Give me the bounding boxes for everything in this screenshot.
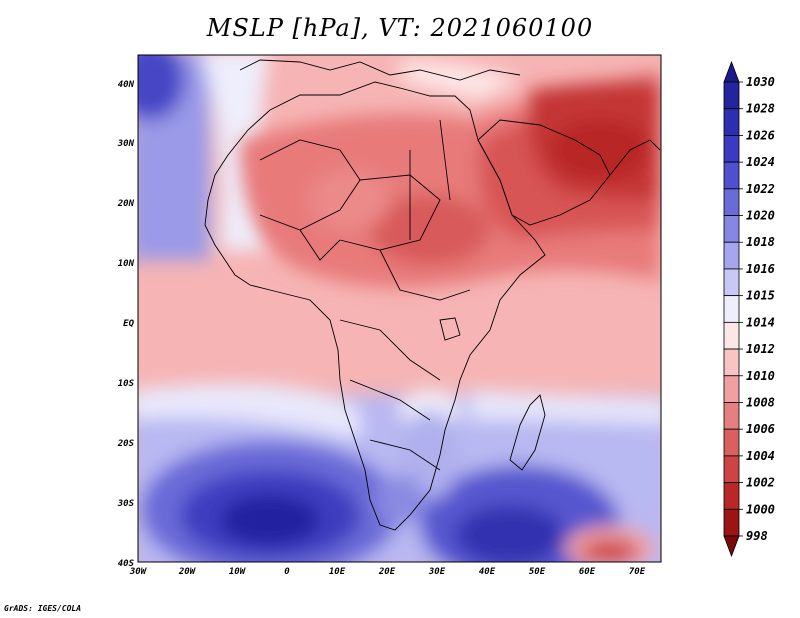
- lon-tick-label: 0: [284, 567, 290, 577]
- lon-tick-label: 30E: [428, 567, 446, 577]
- lat-tick-label: 10N: [118, 259, 135, 269]
- lon-axis: 30W 20W 10W 0 10E 20E 30E 40E 50E 60E 70…: [129, 567, 646, 577]
- colorbar-label: 1030: [746, 75, 775, 89]
- lat-tick-label: 40S: [118, 559, 135, 569]
- colorbar-bin: [723, 135, 740, 163]
- lon-tick-label: 30W: [129, 567, 148, 577]
- colorbar-bin: [723, 375, 740, 403]
- colorbar-bin: [723, 295, 740, 323]
- colorbar-bin: [723, 482, 740, 510]
- credit-text: GrADS: IGES/COLA: [4, 604, 82, 613]
- india-coastline: [609, 139, 661, 176]
- europe-coastline: [239, 59, 521, 81]
- colorbar-label: 1018: [746, 235, 775, 249]
- colorbar-bin: [723, 241, 740, 270]
- colorbar-label: 1022: [746, 182, 775, 196]
- lat-tick-label: 30N: [117, 139, 135, 149]
- arabia-coastline: [477, 119, 611, 226]
- lon-tick-label: 50E: [529, 567, 546, 577]
- colorbar-label: 1012: [746, 342, 775, 356]
- lake-victoria: [439, 317, 461, 341]
- colorbar-bin: [723, 402, 740, 430]
- lon-tick-label: 10W: [229, 567, 247, 577]
- lat-tick-label: 30S: [117, 499, 135, 509]
- colorbar-bin: [723, 321, 740, 350]
- colorbar-label: 1000: [746, 502, 775, 516]
- colorbar: 1030 1028 1026 1024 1022 1020 1018 1016 1015 1014…: [723, 60, 775, 558]
- border: [349, 379, 431, 421]
- pressure-field: [138, 55, 661, 562]
- lat-tick-label: 20N: [117, 199, 135, 209]
- border: [379, 249, 471, 301]
- madagascar-coastline: [509, 394, 546, 471]
- lon-tick-label: 40E: [479, 567, 496, 577]
- colorbar-label: 1015: [746, 289, 775, 303]
- colorbar-bin: [723, 455, 740, 483]
- map-frame: [137, 54, 662, 563]
- colorbar-label: 1014: [746, 315, 775, 329]
- colorbar-label: 998: [746, 529, 768, 543]
- colorbar-label: 1024: [746, 155, 775, 169]
- coastlines: [204, 59, 661, 531]
- colorbar-label: 1028: [746, 102, 775, 116]
- colorbar-bin: [723, 508, 740, 537]
- border: [339, 319, 441, 381]
- colorbar-bin: [723, 268, 740, 297]
- colorbar-bin: [723, 428, 740, 457]
- lon-tick-label: 20W: [178, 567, 197, 577]
- lat-tick-label: 10S: [118, 379, 135, 389]
- lon-tick-label: 60E: [579, 567, 596, 577]
- border: [339, 174, 441, 251]
- colorbar-bin: [723, 348, 740, 377]
- colorbar-bin: [723, 188, 740, 216]
- map-title: MSLP [hPa], VT: 2021060100: [206, 14, 594, 42]
- border: [299, 229, 341, 261]
- colorbar-label: 1006: [746, 422, 775, 436]
- lon-tick-label: 70E: [629, 567, 646, 577]
- lat-tick-label: 20S: [117, 439, 135, 449]
- colorbar-bin: [723, 161, 740, 190]
- colorbar-label: 1026: [746, 128, 775, 142]
- colorbar-bin: [723, 108, 740, 136]
- lat-tick-label: 40N: [118, 80, 135, 90]
- lat-axis: 40N 30N 20N 10N EQ 10S 20S 30S 40S: [117, 80, 135, 569]
- colorbar-label: 1008: [746, 395, 775, 409]
- colorbar-label: 1004: [746, 449, 775, 463]
- colorbar-bin: [723, 81, 740, 110]
- colorbar-label: 1016: [746, 262, 775, 276]
- border: [369, 439, 441, 471]
- colorbar-label: 1002: [746, 476, 775, 490]
- colorbar-label: 1020: [746, 209, 775, 223]
- lon-tick-label: 10E: [329, 567, 346, 577]
- colorbar-top-arrow: [723, 60, 740, 83]
- colorbar-bottom-arrow: [723, 535, 740, 558]
- colorbar-label: 1010: [746, 369, 775, 383]
- colorbar-bin: [723, 215, 740, 243]
- lon-tick-label: 20E: [378, 567, 396, 577]
- border: [439, 119, 451, 201]
- lat-tick-label: EQ: [123, 319, 134, 329]
- africa-coastline: [204, 81, 546, 531]
